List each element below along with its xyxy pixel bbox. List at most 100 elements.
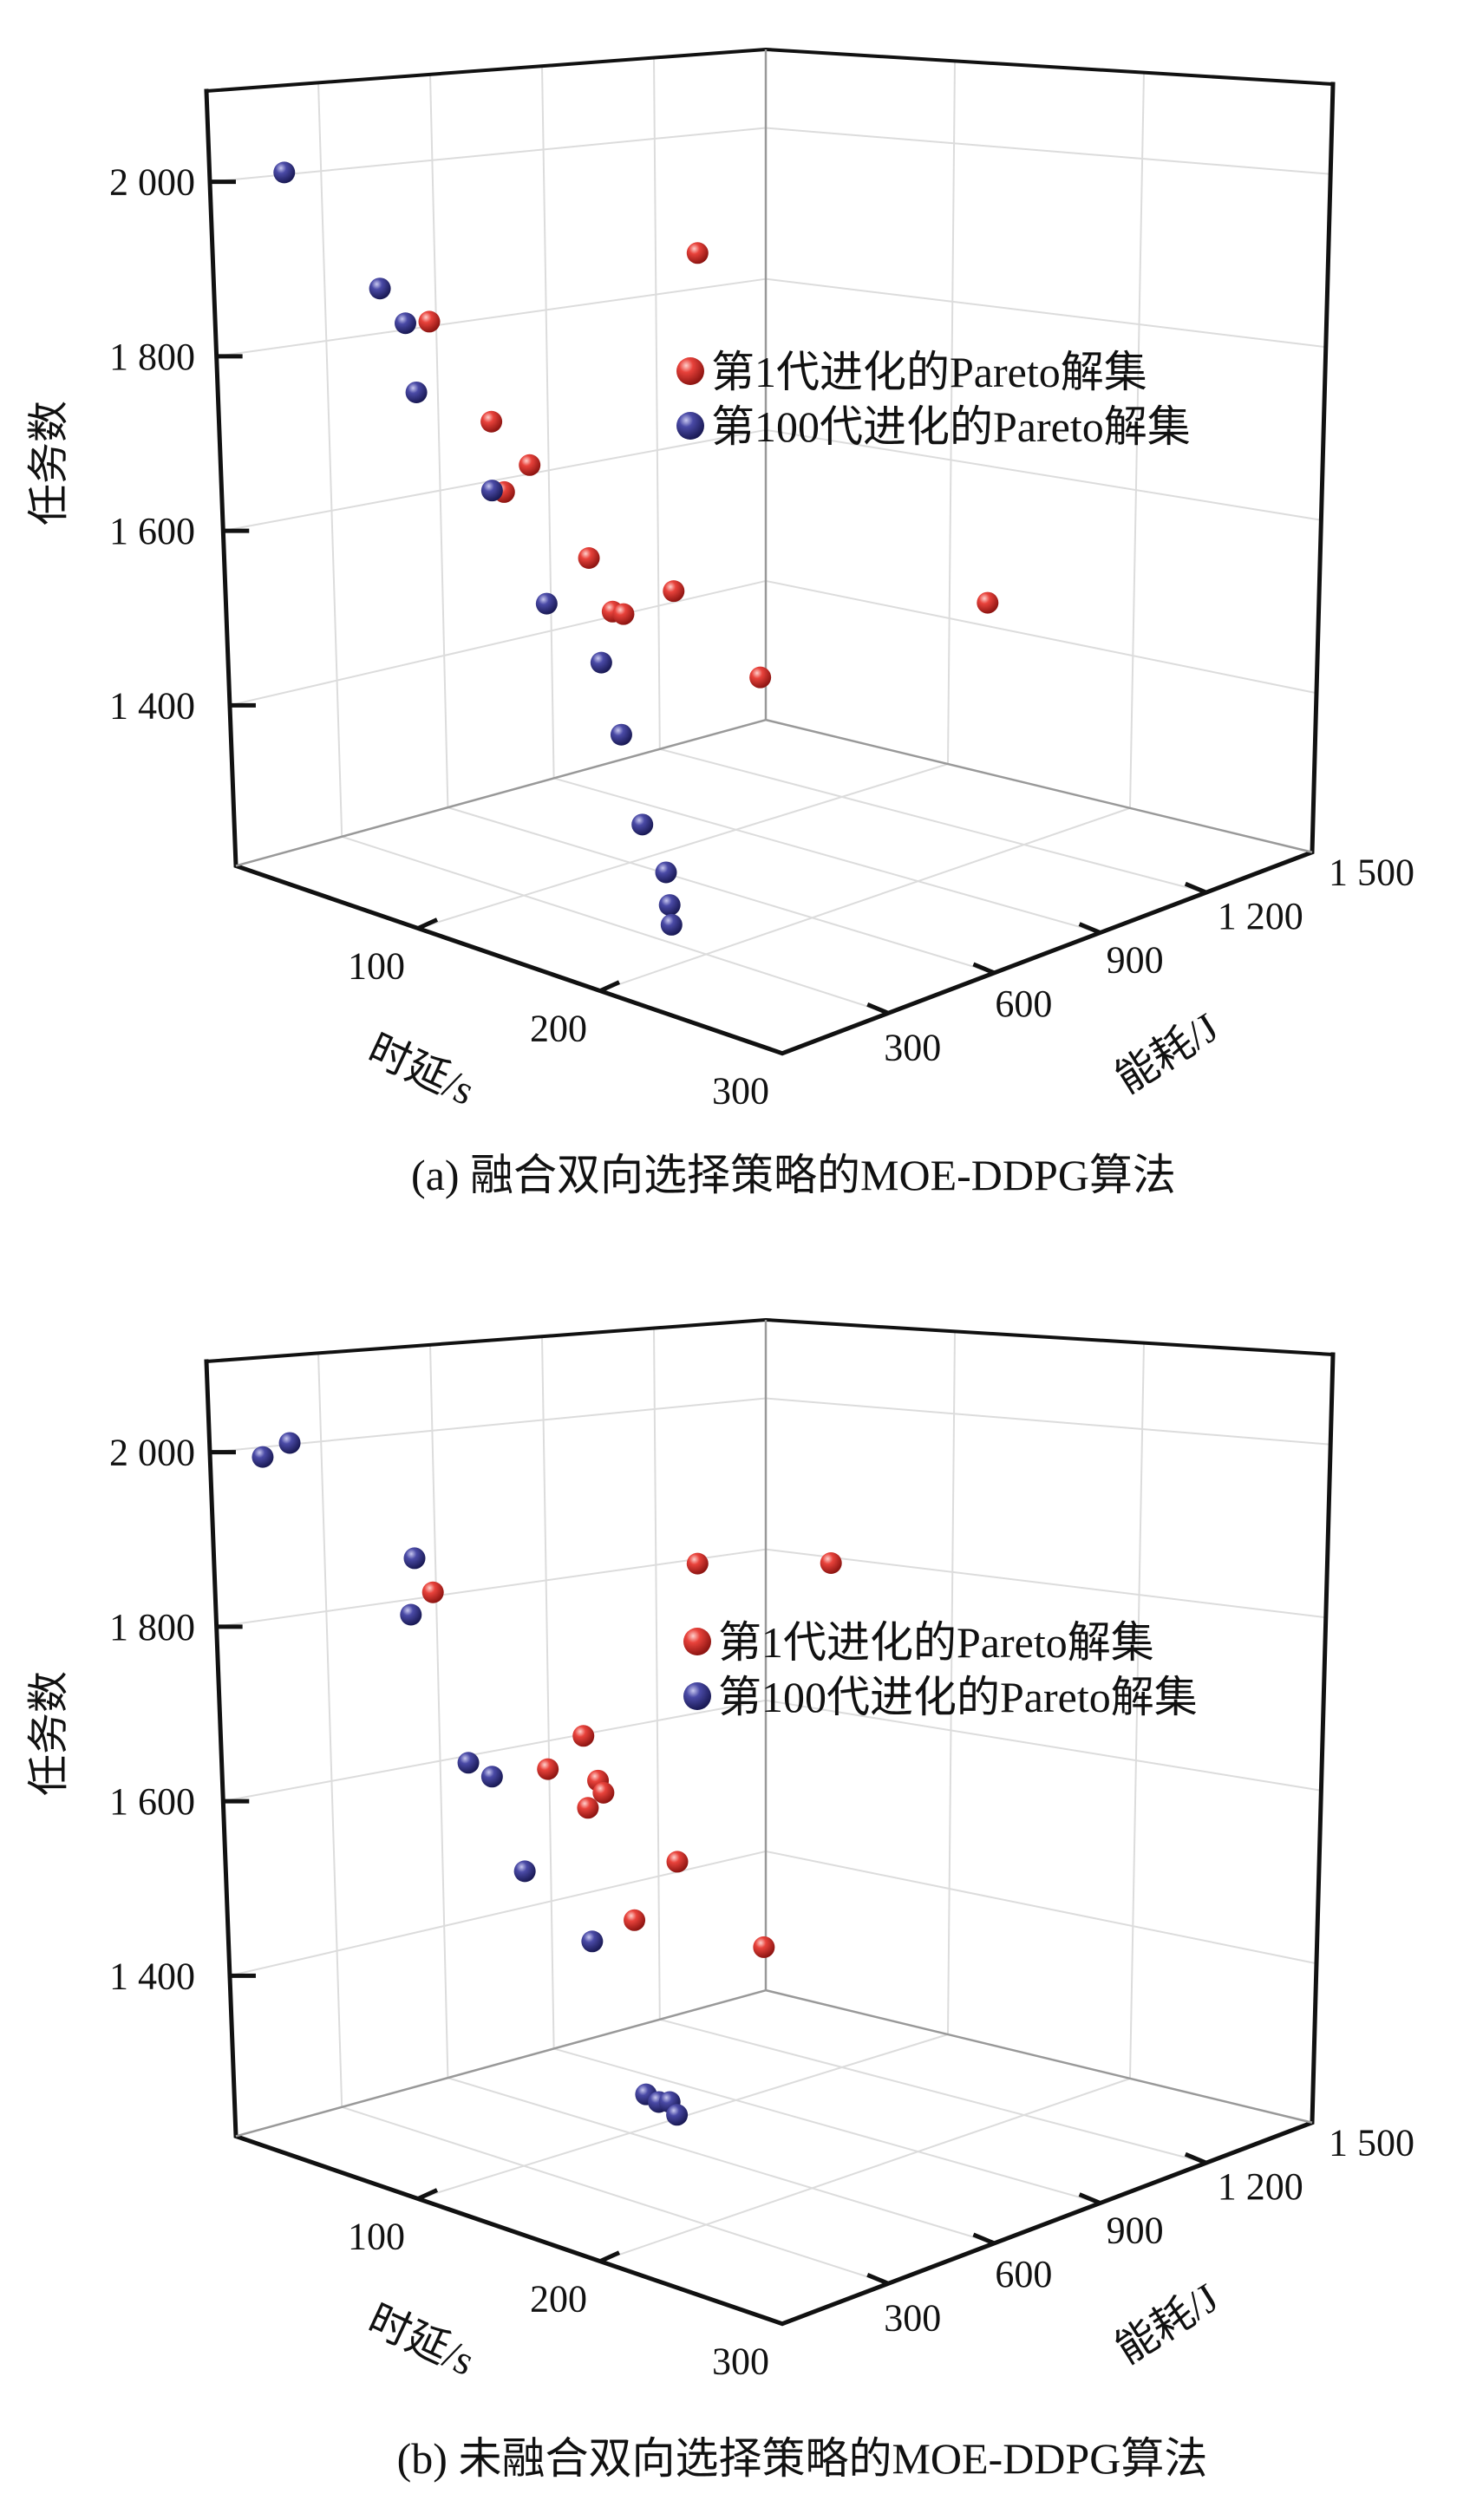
gridline-right-wall	[765, 428, 1322, 521]
legend-marker-gen1	[676, 357, 704, 385]
z-tick-label: 1 800	[109, 1606, 195, 1648]
legend-marker-gen1	[683, 1628, 711, 1655]
point-gen100	[395, 312, 416, 335]
y-axis-title: 能耗/J	[1107, 1004, 1226, 1102]
x-tick-label: 200	[530, 2278, 587, 2321]
y-tick-label: 900	[1107, 2210, 1164, 2252]
gridline-left-wall	[223, 1699, 767, 1803]
point-gen1	[686, 242, 709, 264]
legend-a: 第1代进化的Pareto解集 第100代进化的Pareto解集	[676, 348, 1191, 451]
x-tick	[598, 2250, 621, 2263]
axis-floor-back-left	[235, 718, 767, 867]
y-tick	[1078, 922, 1101, 935]
gridline-right-wall-delay	[947, 1331, 956, 2035]
y-tick-label: 300	[884, 2296, 941, 2339]
legend-label-gen1: 第1代进化的Pareto解集	[718, 1618, 1154, 1667]
gridline-floor-energy	[553, 777, 1101, 934]
point-gen100	[400, 1603, 422, 1626]
x-tick	[416, 917, 439, 930]
y-tick	[866, 1002, 890, 1015]
point-gen100	[581, 1930, 604, 1953]
y-tick	[1184, 2151, 1207, 2165]
chart-b: 1 400 1 600 1 800 2 000 100 200 300 300 600 900 1 …	[26, 1317, 1414, 2385]
point-gen1	[753, 1936, 775, 1958]
gridline-floor-delay	[417, 763, 949, 930]
z-tick-label: 1 800	[109, 336, 195, 378]
gridline-floor-energy	[448, 806, 995, 974]
x-tick	[416, 2188, 439, 2201]
point-gen1	[480, 410, 503, 433]
x-axis-title: 时延/s	[361, 2296, 480, 2385]
point-gen1	[663, 580, 685, 603]
gridline-floor-delay	[599, 806, 1131, 992]
gridline-floor-energy	[659, 2018, 1207, 2164]
point-gen100	[666, 2104, 689, 2126]
gridline-left-wall	[216, 277, 767, 357]
gridline-left-wall	[229, 1850, 767, 1977]
caption-a: (a) 融合双向选择策略的MOE-DDPG算法	[411, 1151, 1176, 1199]
point-gen100	[278, 1432, 301, 1454]
axis-floor-back-right	[765, 718, 1313, 853]
legend-b: 第1代进化的Pareto解集 第100代进化的Pareto解集	[683, 1618, 1198, 1721]
y-tick-label: 1 500	[1329, 852, 1414, 894]
point-gen1	[612, 603, 635, 625]
gridline-floor-energy	[341, 835, 889, 1015]
point-gen100	[403, 1547, 426, 1570]
gridline-right-wall-delay	[1129, 1342, 1145, 2079]
z-axis-title: 任务数	[26, 401, 72, 526]
x-tick-label: 200	[530, 1008, 587, 1050]
z-tick-label: 1 400	[109, 684, 195, 727]
gridline-left-wall-energy	[541, 1336, 555, 2049]
axis-box-top	[204, 1317, 1336, 1364]
point-gen100	[513, 1860, 536, 1883]
y-tick	[1184, 881, 1207, 895]
z-axis-title: 任务数	[26, 1671, 72, 1796]
y-tick-label: 1 500	[1329, 2122, 1414, 2164]
gridline-floor-energy	[553, 2047, 1101, 2204]
point-gen100	[660, 913, 683, 936]
point-gen1	[577, 1797, 599, 1819]
point-gen100	[369, 277, 391, 300]
gridline-right-wall	[765, 127, 1331, 175]
gridline-right-wall-delay	[1129, 72, 1145, 808]
gridline-floor-delay	[599, 2077, 1131, 2262]
gridline-right-wall	[765, 1548, 1326, 1619]
gridline-right-wall	[765, 1850, 1317, 1965]
x-tick-label: 100	[348, 2216, 405, 2258]
point-gen1	[749, 666, 772, 689]
x-tick-label: 300	[712, 2340, 769, 2383]
legend-marker-gen100	[683, 1682, 711, 1710]
gridline-right-wall	[765, 579, 1317, 695]
point-gen100	[252, 1446, 274, 1468]
point-gen100	[273, 161, 296, 184]
gridline-left-wall-energy	[541, 66, 555, 779]
gridline-left-wall-energy	[317, 82, 343, 837]
point-gen100	[480, 480, 503, 502]
point-gen1	[421, 1581, 444, 1603]
point-gen100	[535, 592, 558, 615]
point-gen100	[610, 723, 632, 746]
y-tick	[972, 962, 996, 976]
point-gen100	[457, 1752, 480, 1774]
gridline-left-wall-energy	[653, 57, 661, 749]
point-gen1	[572, 1725, 595, 1747]
legend-label-gen100: 第100代进化的Pareto解集	[718, 1673, 1198, 1721]
y-tick-label: 300	[884, 1026, 941, 1068]
gridline-floor-energy	[341, 2105, 889, 2285]
gridline-right-wall-delay	[947, 61, 956, 765]
point-gen1	[537, 1758, 559, 1780]
point-gen1	[820, 1551, 842, 1574]
point-gen100	[590, 651, 612, 674]
y-tick-label: 1 200	[1218, 2165, 1303, 2208]
y-tick	[1078, 2192, 1101, 2205]
point-gen1	[977, 591, 999, 614]
y-tick	[866, 2272, 890, 2286]
chart-a: 1 400 1 600 1 800 2 000 100 200 300 300 600 900 1 …	[26, 47, 1414, 1114]
point-gen100	[480, 1766, 503, 1788]
point-gen1	[418, 310, 441, 333]
gridline-left-wall-energy	[653, 1328, 661, 2020]
caption-b: (b) 未融合双向选择策略的MOE-DDPG算法	[397, 2434, 1208, 2483]
point-gen100	[405, 381, 428, 403]
gridline-right-wall	[765, 1397, 1331, 1446]
